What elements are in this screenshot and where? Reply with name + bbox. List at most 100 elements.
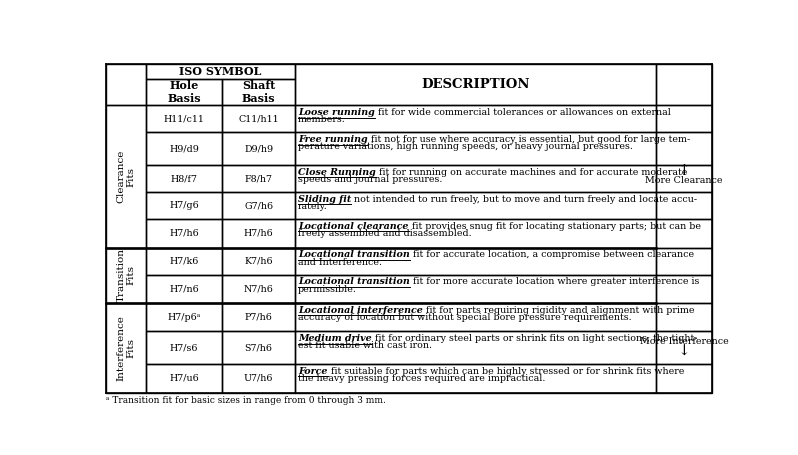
Bar bbox=[146, 248, 222, 275]
Bar bbox=[295, 192, 656, 219]
Bar bbox=[106, 303, 146, 393]
Text: and Interference.: and Interference. bbox=[298, 258, 382, 267]
Text: C11/h11: C11/h11 bbox=[239, 114, 279, 123]
Bar bbox=[106, 248, 146, 303]
Text: H7/h6: H7/h6 bbox=[169, 229, 199, 238]
Text: fit for wide commercial tolerances or allowances on external: fit for wide commercial tolerances or al… bbox=[375, 108, 671, 117]
Text: Interference
Fits: Interference Fits bbox=[117, 315, 136, 381]
Bar bbox=[146, 132, 222, 165]
Text: ↓: ↓ bbox=[678, 345, 690, 359]
Bar bbox=[656, 248, 712, 275]
Text: Hole
Basis: Hole Basis bbox=[168, 81, 201, 104]
Text: Transition
Fits: Transition Fits bbox=[117, 248, 136, 302]
Bar bbox=[146, 79, 222, 106]
Text: H7/p6ᵃ: H7/p6ᵃ bbox=[168, 313, 201, 322]
Bar bbox=[222, 132, 295, 165]
Text: fit for parts requiring rigidity and alignment with prime: fit for parts requiring rigidity and ali… bbox=[423, 306, 694, 315]
Bar bbox=[222, 192, 295, 219]
Text: H7/k6: H7/k6 bbox=[169, 257, 199, 266]
Bar bbox=[106, 106, 146, 248]
Text: permissible.: permissible. bbox=[298, 284, 357, 293]
Text: H7/s6: H7/s6 bbox=[170, 344, 199, 352]
Bar bbox=[222, 332, 295, 364]
Text: H7/h6: H7/h6 bbox=[243, 229, 274, 238]
Bar bbox=[295, 64, 656, 106]
Bar bbox=[222, 303, 295, 332]
Bar bbox=[656, 332, 712, 364]
Text: Medium drive: Medium drive bbox=[298, 334, 372, 343]
Bar bbox=[656, 106, 712, 132]
Text: U7/h6: U7/h6 bbox=[244, 374, 274, 383]
Text: perature variations, high running speeds, or heavy journal pressures.: perature variations, high running speeds… bbox=[298, 142, 633, 152]
Bar bbox=[295, 332, 656, 364]
Text: H8/f7: H8/f7 bbox=[171, 174, 198, 183]
Bar bbox=[295, 219, 656, 248]
Bar bbox=[146, 275, 222, 303]
Text: DESCRIPTION: DESCRIPTION bbox=[421, 78, 530, 91]
Bar bbox=[222, 219, 295, 248]
Text: Force: Force bbox=[298, 367, 327, 376]
Bar bbox=[656, 165, 712, 192]
Text: rately.: rately. bbox=[298, 202, 328, 211]
Bar bbox=[295, 364, 656, 393]
Text: K7/h6: K7/h6 bbox=[244, 257, 273, 266]
Text: speeds and journal pressures.: speeds and journal pressures. bbox=[298, 175, 443, 184]
Text: fit provides snug fit for locating stationary parts; but can be: fit provides snug fit for locating stati… bbox=[409, 222, 701, 231]
Text: fit for more accurate location where greater interference is: fit for more accurate location where gre… bbox=[410, 277, 699, 286]
Text: est fit usable with cast iron.: est fit usable with cast iron. bbox=[298, 341, 433, 350]
Text: Loose running: Loose running bbox=[298, 108, 375, 117]
Bar bbox=[146, 165, 222, 192]
Text: ISO SYMBOL: ISO SYMBOL bbox=[180, 66, 262, 77]
Bar bbox=[222, 106, 295, 132]
Bar bbox=[295, 248, 656, 275]
Text: Sliding fit: Sliding fit bbox=[298, 195, 351, 204]
Text: Free running: Free running bbox=[298, 135, 368, 144]
Text: H7/u6: H7/u6 bbox=[169, 374, 199, 383]
Text: Locational transition: Locational transition bbox=[298, 250, 410, 259]
Text: N7/h6: N7/h6 bbox=[243, 284, 274, 293]
Text: the heavy pressing forces required are impractical.: the heavy pressing forces required are i… bbox=[298, 374, 546, 383]
Text: Close Running: Close Running bbox=[298, 168, 376, 177]
Text: Locational clearance: Locational clearance bbox=[298, 222, 409, 231]
Text: H11/c11: H11/c11 bbox=[164, 114, 204, 123]
Bar bbox=[146, 303, 222, 332]
Bar bbox=[146, 332, 222, 364]
Text: F8/h7: F8/h7 bbox=[245, 174, 273, 183]
Bar bbox=[656, 64, 712, 106]
Text: H7/g6: H7/g6 bbox=[169, 201, 199, 210]
Text: S7/h6: S7/h6 bbox=[245, 344, 273, 352]
Bar bbox=[146, 364, 222, 393]
Text: ↑: ↑ bbox=[678, 164, 690, 178]
Text: D9/h9: D9/h9 bbox=[244, 144, 273, 153]
Bar bbox=[656, 219, 712, 248]
Text: freely assembled and disassembled.: freely assembled and disassembled. bbox=[298, 229, 472, 238]
Bar bbox=[146, 64, 295, 79]
Text: Clearance
Fits: Clearance Fits bbox=[117, 150, 136, 203]
Text: G7/h6: G7/h6 bbox=[244, 201, 273, 210]
Text: fit suitable for parts which can be highly stressed or for shrink fits where: fit suitable for parts which can be high… bbox=[327, 367, 684, 376]
Text: More Interference: More Interference bbox=[640, 337, 729, 346]
Bar bbox=[146, 106, 222, 132]
Bar bbox=[656, 192, 712, 219]
Text: fit not for use where accuracy is essential, but good for large tem-: fit not for use where accuracy is essent… bbox=[368, 135, 690, 144]
Text: Shaft
Basis: Shaft Basis bbox=[242, 81, 275, 104]
Text: H7/n6: H7/n6 bbox=[169, 284, 199, 293]
Text: More Clearance: More Clearance bbox=[646, 176, 723, 185]
Bar bbox=[222, 275, 295, 303]
Bar bbox=[295, 132, 656, 165]
Bar bbox=[656, 364, 712, 393]
Text: Locational transition: Locational transition bbox=[298, 277, 410, 286]
Bar bbox=[222, 248, 295, 275]
Text: ᵃ Transition fit for basic sizes in range from 0 through 3 mm.: ᵃ Transition fit for basic sizes in rang… bbox=[106, 396, 385, 404]
Bar bbox=[222, 79, 295, 106]
Text: P7/h6: P7/h6 bbox=[245, 313, 273, 322]
Bar bbox=[295, 106, 656, 132]
Text: fit for running on accurate machines and for accurate moderate: fit for running on accurate machines and… bbox=[376, 168, 687, 177]
Bar bbox=[656, 275, 712, 303]
Bar bbox=[656, 303, 712, 332]
Bar bbox=[146, 219, 222, 248]
Text: fit for ordinary steel parts or shrink fits on light sections, the tight-: fit for ordinary steel parts or shrink f… bbox=[372, 334, 697, 343]
Bar bbox=[146, 192, 222, 219]
Bar bbox=[295, 303, 656, 332]
Bar bbox=[222, 364, 295, 393]
